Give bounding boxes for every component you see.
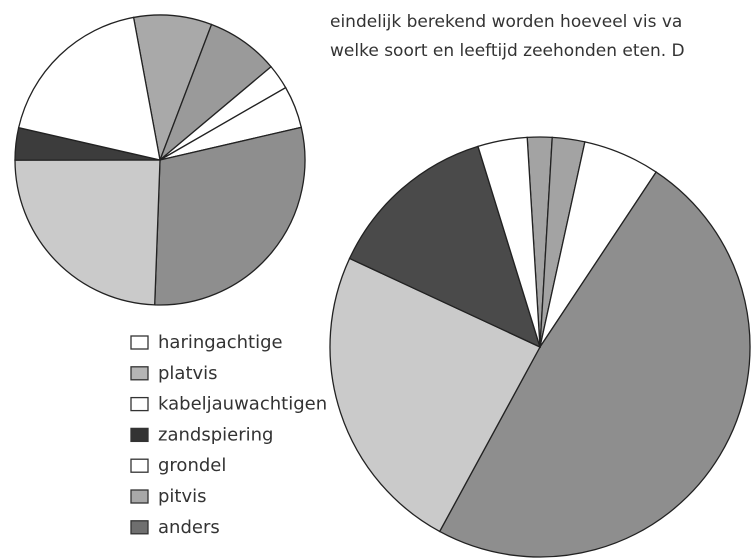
pie-slice (477, 136, 541, 348)
legend-swatch (130, 366, 149, 381)
legend-swatch (130, 427, 149, 443)
legend-swatch (130, 335, 149, 350)
legend-swatch (130, 520, 149, 535)
pie-slice (348, 145, 542, 349)
body-text: welke soort en leeftijd zeehonden eten. … (330, 41, 685, 61)
legend-label: platvis (158, 363, 218, 384)
legend-label: pitvis (158, 486, 207, 507)
legend-label: anders (158, 517, 220, 538)
legend-label: grondel (158, 455, 226, 476)
legend-swatch (130, 396, 149, 412)
pie-slice (438, 171, 751, 558)
legend-label: kabeljauwachtigen (158, 394, 327, 415)
pie-slice (329, 257, 541, 533)
pie-slice (14, 159, 161, 306)
legend-swatch (130, 489, 149, 504)
body-text: eindelijk berekend worden hoeveel vis va (330, 12, 682, 32)
legend-label: zandspiering (158, 424, 273, 445)
pie-slice (17, 16, 161, 161)
legend-label: haringachtige (158, 332, 283, 353)
pie-slice (154, 126, 306, 306)
legend-swatch (130, 458, 149, 473)
